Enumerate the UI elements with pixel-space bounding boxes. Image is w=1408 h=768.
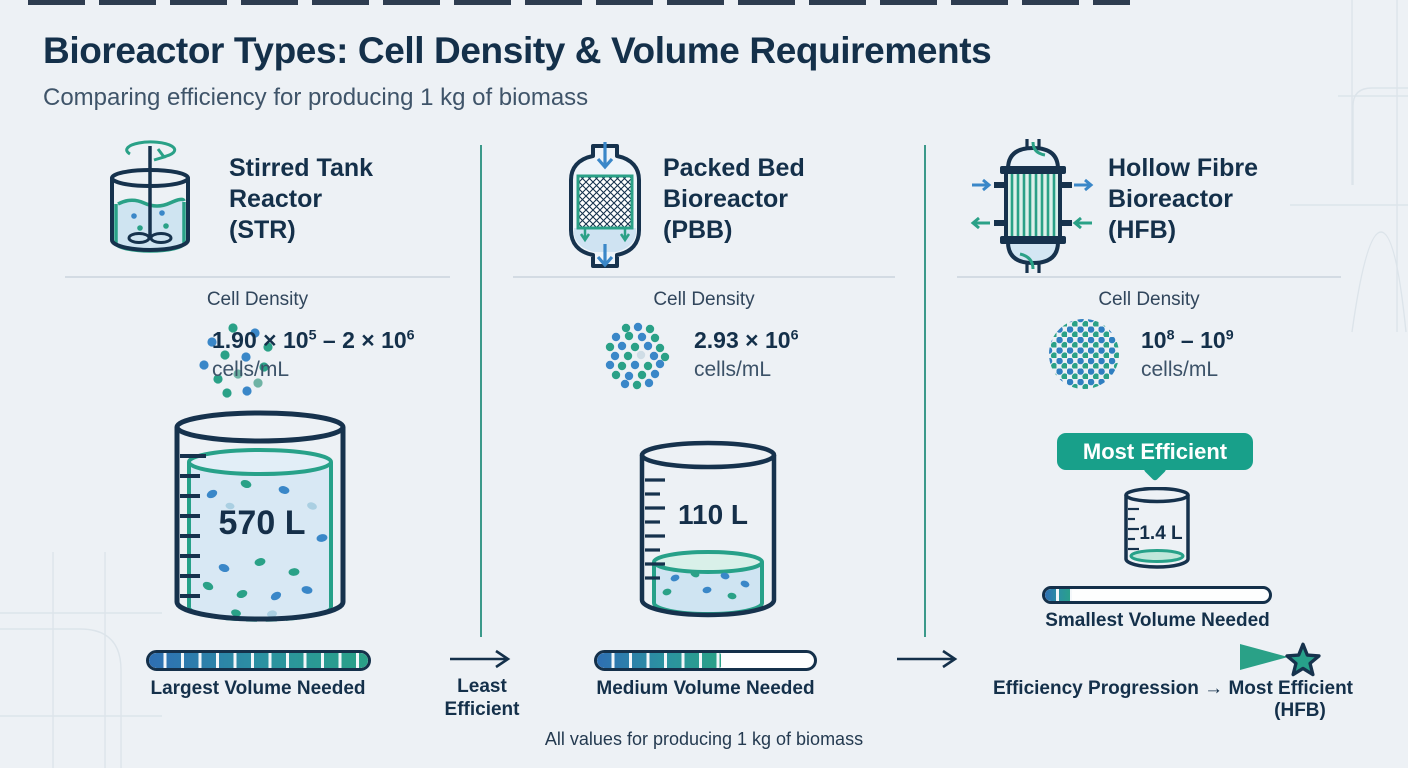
pbb-cell-density-label: Cell Density [653, 289, 755, 310]
star-icon [1285, 642, 1321, 677]
pbb-volume-bar-fill [597, 653, 721, 668]
hfb-title: Hollow Fibre Bioreactor (HFB) [1108, 153, 1258, 246]
efficiency-progression-sublabel: (HFB) [1274, 700, 1326, 721]
efficiency-progression-arrow-icon [997, 644, 1288, 670]
str-density-mid: – 2 × 10 [316, 327, 407, 353]
hfb-beaker-graphic: 1.4 L [1124, 487, 1190, 569]
pbb-cell-density-unit: cells/mL [694, 358, 772, 381]
str-cell-density-value: 1.90 × 105 – 2 × 106 [212, 327, 415, 354]
flow-arrow-2-icon [897, 649, 958, 669]
most-efficient-badge: Most Efficient [1057, 433, 1253, 470]
column2-separator [513, 276, 895, 278]
page-subtitle: Comparing efficiency for producing 1 kg … [43, 84, 589, 111]
hfb-density-exp1: 8 [1166, 327, 1175, 344]
hfb-volume-bar-fill [1045, 589, 1072, 601]
pbb-title-line1: Packed Bed [663, 154, 805, 182]
column1-separator [65, 276, 450, 278]
str-beaker-graphic: 570 L [174, 410, 346, 622]
str-volume-bar-fill [149, 653, 368, 668]
pbb-cell-density-value: 2.93 × 106 [694, 327, 799, 354]
hfb-density-base1: 10 [1141, 327, 1167, 353]
page-title: Bioreactor Types: Cell Density & Volume … [43, 30, 992, 71]
hfb-volume-bar-label: Smallest Volume Needed [1045, 610, 1270, 631]
hfb-cell-density-unit: cells/mL [1141, 358, 1219, 381]
str-density-base1: 1.90 × 10 [212, 327, 309, 353]
hollow-fibre-bioreactor-icon [970, 139, 1094, 273]
stirred-tank-reactor-icon [110, 140, 190, 253]
pbb-density-base1: 2.93 × 10 [694, 327, 791, 353]
top-cropped-strip [28, 0, 1130, 5]
hfb-volume-bar [1042, 586, 1272, 604]
str-volume-bar-label: Largest Volume Needed [150, 678, 366, 699]
column-divider-1 [480, 145, 482, 637]
str-cell-density-label: Cell Density [206, 289, 309, 310]
str-volume-value: 570 L [219, 504, 306, 542]
dense-cell-dots-icon [1049, 319, 1119, 389]
column3-separator [957, 276, 1341, 278]
pbb-beaker-graphic: 110 L [639, 440, 777, 618]
str-title-line2: Reactor [229, 185, 323, 213]
packed-bed-bioreactor-icon [569, 142, 641, 268]
str-title-line1: Stirred Tank [229, 154, 374, 182]
pbb-volume-value: 110 L [678, 499, 748, 530]
hfb-volume-value: 1.4 L [1139, 523, 1183, 544]
least-efficient-label: Least Efficient [426, 676, 538, 722]
str-title-line3: (STR) [229, 216, 296, 244]
str-density-exp2: 6 [406, 327, 415, 344]
str-density-exp1: 5 [308, 327, 317, 344]
footer-note: All values for producing 1 kg of biomass [544, 729, 864, 749]
hfb-cell-density-label: Cell Density [1098, 289, 1200, 310]
pbb-title-line3: (PBB) [663, 216, 733, 244]
efficiency-progression-label: Efficiency Progression → Most Efficient [992, 678, 1354, 699]
hfb-density-exp2: 9 [1225, 327, 1234, 344]
flow-arrow-1-icon [450, 649, 511, 669]
pbb-title-line2: Bioreactor [663, 185, 789, 213]
column-divider-2 [924, 145, 926, 637]
pbb-density-exp1: 6 [790, 327, 799, 344]
hfb-title-line3: (HFB) [1108, 216, 1177, 244]
hfb-cell-density-value: 108 – 109 [1141, 327, 1234, 354]
medium-cell-dots-icon [605, 322, 670, 390]
least-efficient-line1: Least [457, 676, 507, 697]
hfb-title-line2: Bioreactor [1108, 185, 1234, 213]
sparse-cell-dots-icon [199, 323, 273, 398]
str-cell-density-unit: cells/mL [212, 358, 290, 381]
str-volume-bar [146, 650, 371, 671]
pbb-volume-bar [594, 650, 817, 671]
pbb-volume-bar-label: Medium Volume Needed [596, 678, 815, 699]
str-title: Stirred Tank Reactor (STR) [229, 153, 373, 246]
least-efficient-line2: Efficient [444, 698, 520, 720]
pbb-title: Packed Bed Bioreactor (PBB) [663, 153, 805, 246]
hfb-title-line1: Hollow Fibre [1108, 154, 1258, 182]
hfb-density-mid: – 10 [1174, 327, 1226, 353]
